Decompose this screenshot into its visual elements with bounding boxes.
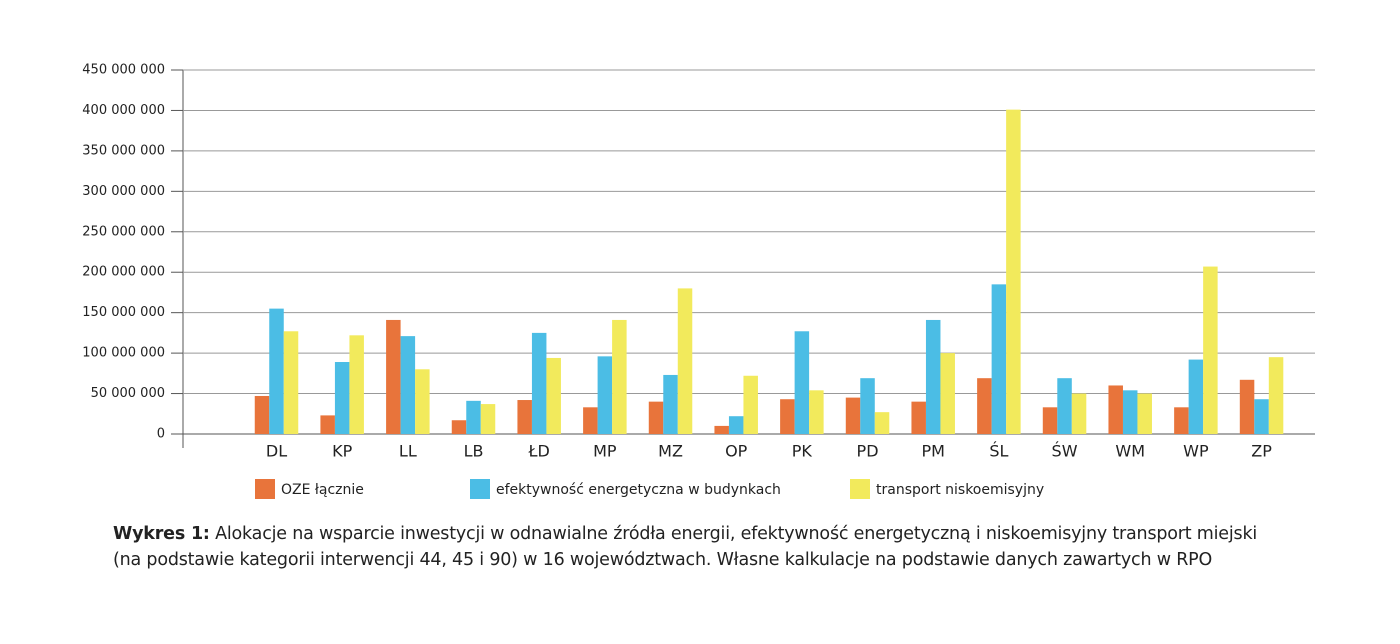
- bar: [1108, 385, 1123, 434]
- y-tick-label: 150 000 000: [82, 305, 165, 320]
- bar: [400, 336, 416, 434]
- chart: 0 50 000 000 100 000 000 150 000 000 200 000…: [82, 63, 1315, 499]
- bar: [269, 308, 284, 434]
- bar: [1188, 359, 1204, 434]
- legend-swatch: [850, 479, 870, 499]
- y-tick-label: 250 000 000: [82, 224, 165, 239]
- caption-text: Alokacje na wsparcie inwestycji w odnawi…: [215, 524, 1258, 544]
- legend-swatch: [470, 479, 490, 499]
- bar: [320, 415, 335, 434]
- bar: [780, 399, 795, 434]
- bar: [517, 400, 532, 434]
- bar: [743, 375, 758, 434]
- y-tick-label: 0: [157, 427, 165, 442]
- y-tick-label: 50 000 000: [91, 386, 165, 401]
- x-tick-label: ŚW: [1052, 442, 1078, 461]
- legend-label: transport niskoemisyjny: [876, 482, 1044, 498]
- bar: [845, 397, 861, 434]
- bar: [415, 369, 430, 434]
- x-tick-label: LB: [464, 442, 484, 461]
- bar: [531, 332, 547, 434]
- x-tick-label: ŁD: [528, 442, 550, 461]
- caption-line: Wykres 1: Alokacje na wsparcie inwestycj…: [113, 524, 1257, 544]
- bar: [1239, 379, 1255, 434]
- bar: [911, 401, 926, 434]
- bar: [991, 284, 1007, 434]
- bar: [583, 407, 598, 434]
- bar: [546, 357, 561, 434]
- bar: [1006, 109, 1021, 434]
- y-tick-label: 350 000 000: [82, 143, 165, 158]
- bar: [794, 331, 810, 434]
- bar: [466, 400, 481, 434]
- bar: [860, 378, 875, 434]
- bar: [874, 412, 890, 434]
- bar: [648, 401, 664, 434]
- x-tick-label: PD: [857, 442, 879, 461]
- bar: [1268, 357, 1284, 434]
- x-tick-label: ZP: [1251, 442, 1272, 461]
- y-tick-label: 450 000 000: [82, 63, 165, 78]
- x-tick-label: MP: [593, 442, 617, 461]
- caption-label: Wykres 1:: [113, 524, 210, 544]
- bar: [254, 395, 270, 434]
- bar: [1071, 393, 1087, 434]
- bar: [334, 362, 350, 434]
- y-tick-label: 300 000 000: [82, 184, 165, 199]
- x-tick-label: KP: [332, 442, 352, 461]
- bar: [451, 420, 467, 434]
- bar: [1042, 407, 1058, 434]
- x-tick-label: MZ: [658, 442, 683, 461]
- x-tick-label: WP: [1183, 442, 1209, 461]
- x-tick-label: WM: [1115, 442, 1145, 461]
- y-tick-label: 400 000 000: [82, 103, 165, 118]
- legend-swatch: [255, 479, 275, 499]
- bar: [728, 416, 744, 434]
- legend-label: efektywność energetyczna w budynkach: [496, 482, 781, 498]
- x-tick-label: LL: [399, 442, 417, 461]
- bar: [977, 378, 992, 434]
- x-tick-label: OP: [725, 442, 748, 461]
- bar: [612, 319, 627, 434]
- bar: [809, 390, 824, 434]
- bar: [480, 404, 496, 434]
- x-tick-label: PK: [792, 442, 813, 461]
- bar: [1057, 378, 1072, 434]
- y-tick-label: 100 000 000: [82, 346, 165, 361]
- bar: [349, 335, 364, 434]
- x-tick-label: ŚL: [989, 442, 1008, 461]
- bar: [386, 319, 401, 434]
- bar: [940, 353, 955, 434]
- bar: [597, 356, 613, 434]
- bar: [677, 288, 693, 434]
- bar: [1174, 407, 1189, 434]
- x-tick-label: DL: [266, 442, 287, 461]
- bar: [714, 425, 729, 434]
- bar: [1122, 390, 1138, 434]
- caption-line: (na podstawie kategorii interwencji 44, …: [113, 550, 1212, 570]
- y-tick-label: 200 000 000: [82, 265, 165, 280]
- caption-text: (na podstawie kategorii interwencji 44, …: [113, 550, 1213, 570]
- bar: [663, 374, 678, 434]
- bar: [1137, 393, 1152, 434]
- bar: [283, 331, 299, 434]
- bar: [925, 319, 941, 434]
- bar: [1254, 399, 1269, 434]
- legend-label: OZE łącznie: [281, 482, 364, 498]
- bar: [1203, 266, 1218, 434]
- x-tick-label: PM: [921, 442, 944, 461]
